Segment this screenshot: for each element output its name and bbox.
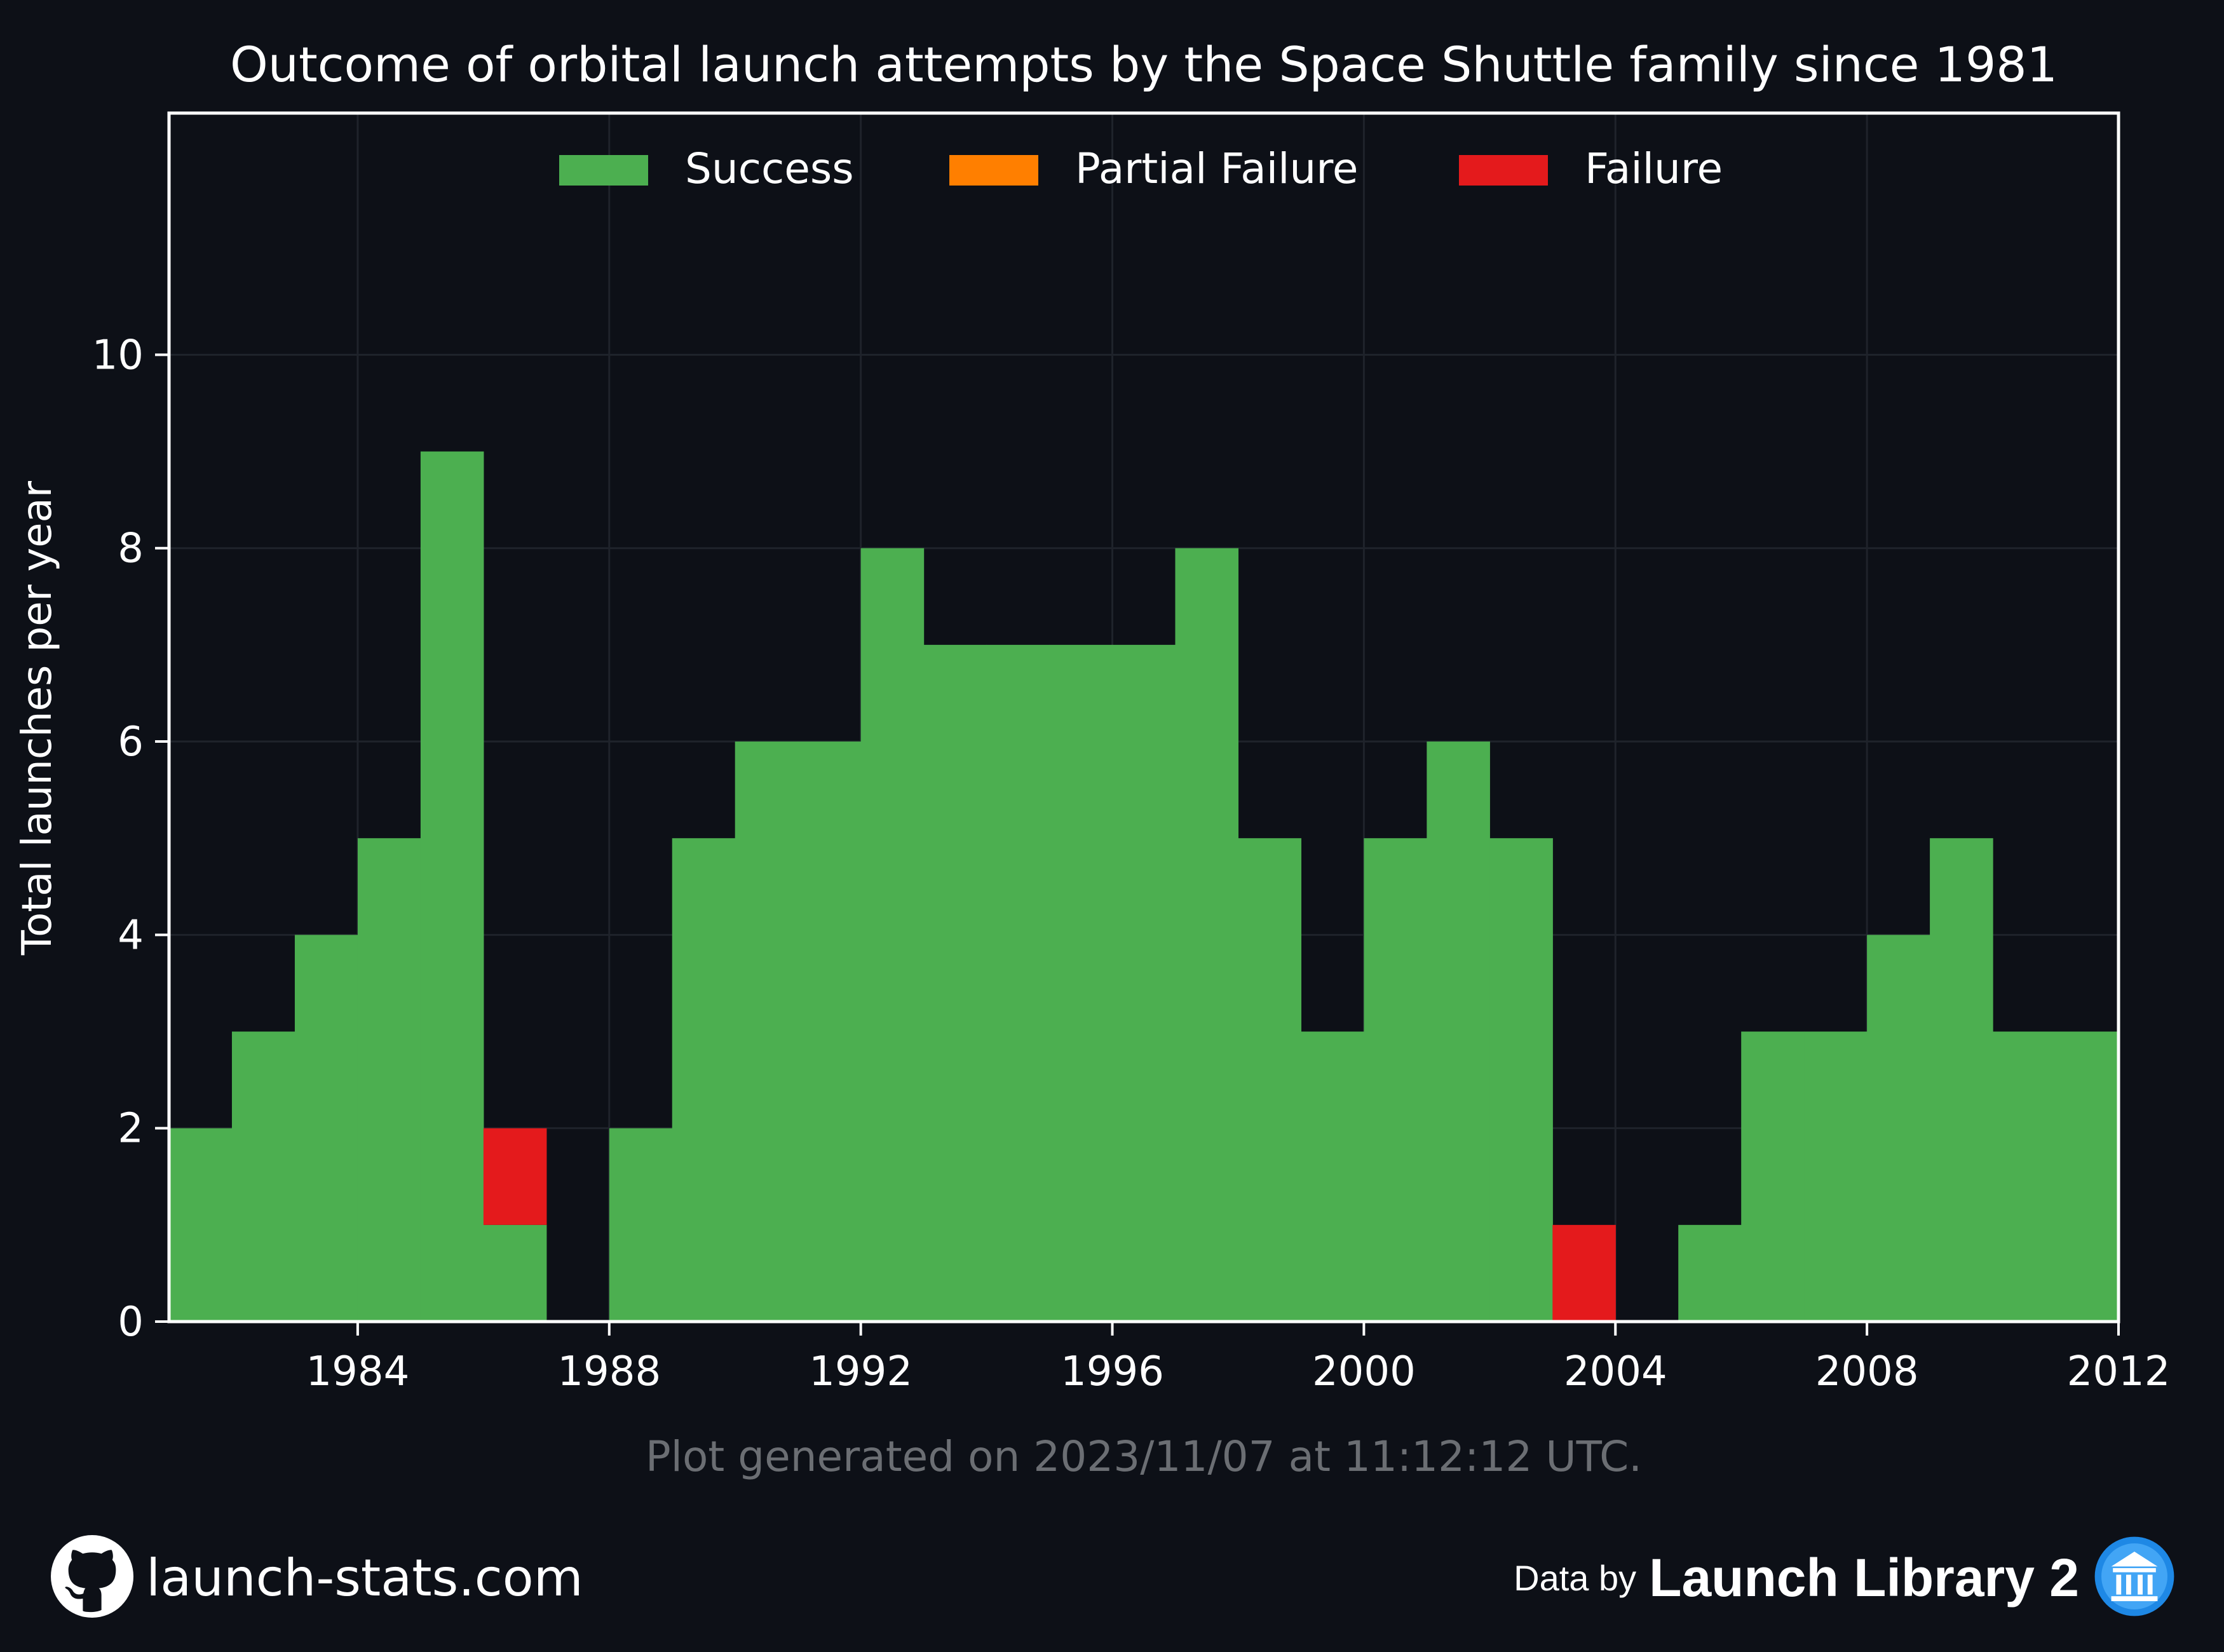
x-tick-label: 2000 (1312, 1348, 1416, 1395)
y-axis-label: Total launches per year (14, 480, 61, 956)
y-tick-label: 0 (118, 1299, 144, 1346)
x-tick-label: 2012 (2067, 1348, 2171, 1395)
x-tick-label: 1996 (1061, 1348, 1164, 1395)
bar-success (860, 548, 925, 1322)
y-tick-label: 10 (92, 332, 144, 379)
github-icon[interactable] (51, 1535, 133, 1620)
bar-success (169, 1128, 233, 1322)
bar-success (357, 838, 421, 1322)
bar-success (420, 451, 484, 1322)
y-tick-label: 8 (118, 525, 144, 572)
bar-success (1993, 1031, 2056, 1322)
legend-label: Partial Failure (1075, 144, 1359, 193)
bar-success (1741, 1031, 1805, 1322)
footer-right: Data by Launch Library 2 (1514, 1536, 2176, 1619)
bar-success (735, 741, 799, 1322)
data-by-label: Data by (1514, 1557, 1637, 1598)
legend-label: Success (685, 144, 854, 193)
bar-failure (483, 1128, 547, 1225)
x-tick-label: 1992 (809, 1348, 912, 1395)
bar-success (609, 1128, 673, 1322)
y-axis: 0 2 4 6 8 10 (92, 332, 169, 1346)
bars (169, 451, 2119, 1322)
legend: Success Partial Failure Failure (559, 144, 1723, 193)
bar-success (672, 838, 736, 1322)
bar-failure (1552, 1224, 1616, 1322)
y-tick-label: 2 (118, 1106, 144, 1153)
legend-label: Failure (1585, 144, 1723, 193)
legend-swatch-success (559, 155, 648, 186)
y-tick-label: 4 (118, 912, 144, 959)
footer-left: launch-stats.com (51, 1535, 583, 1620)
launch-library-logo-icon (2093, 1535, 2176, 1620)
bar-success (1427, 741, 1490, 1322)
bar-success (2056, 1031, 2119, 1322)
legend-swatch-partial-failure (949, 155, 1038, 186)
x-tick-label: 1984 (306, 1348, 409, 1395)
bar-success (986, 644, 1050, 1322)
x-tick-label: 2008 (1815, 1348, 1919, 1395)
bar-success (1489, 838, 1553, 1322)
bar-success (1867, 935, 1930, 1322)
bar-success (1238, 838, 1302, 1322)
bar-success (1175, 548, 1239, 1322)
site-link[interactable]: launch-stats.com (146, 1548, 583, 1608)
x-tick-label: 1988 (557, 1348, 661, 1395)
bar-success (1930, 838, 1993, 1322)
footnote: Plot generated on 2023/11/07 at 11:12:12… (646, 1432, 1642, 1481)
bar-success (294, 935, 358, 1322)
x-axis: 1984 1988 1992 1996 2000 2004 2008 2012 (306, 1322, 2170, 1395)
legend-swatch-failure (1459, 155, 1548, 186)
bar-success (1049, 644, 1113, 1322)
bar-success (1804, 1031, 1868, 1322)
bar-success (1678, 1224, 1742, 1322)
bar-success (483, 1224, 547, 1322)
x-tick-label: 2004 (1564, 1348, 1667, 1395)
bar-success (923, 644, 987, 1322)
launch-library-link[interactable]: Launch Library 2 (1649, 1547, 2079, 1608)
chart-title: Outcome of orbital launch attempts by th… (230, 36, 2058, 93)
bar-success (797, 741, 862, 1322)
bar-success (1301, 1031, 1364, 1322)
bar-success (231, 1031, 295, 1322)
bar-success (1112, 644, 1176, 1322)
plot-frame (167, 111, 2120, 1324)
bar-success (1364, 838, 1427, 1322)
y-tick-label: 6 (118, 719, 144, 766)
